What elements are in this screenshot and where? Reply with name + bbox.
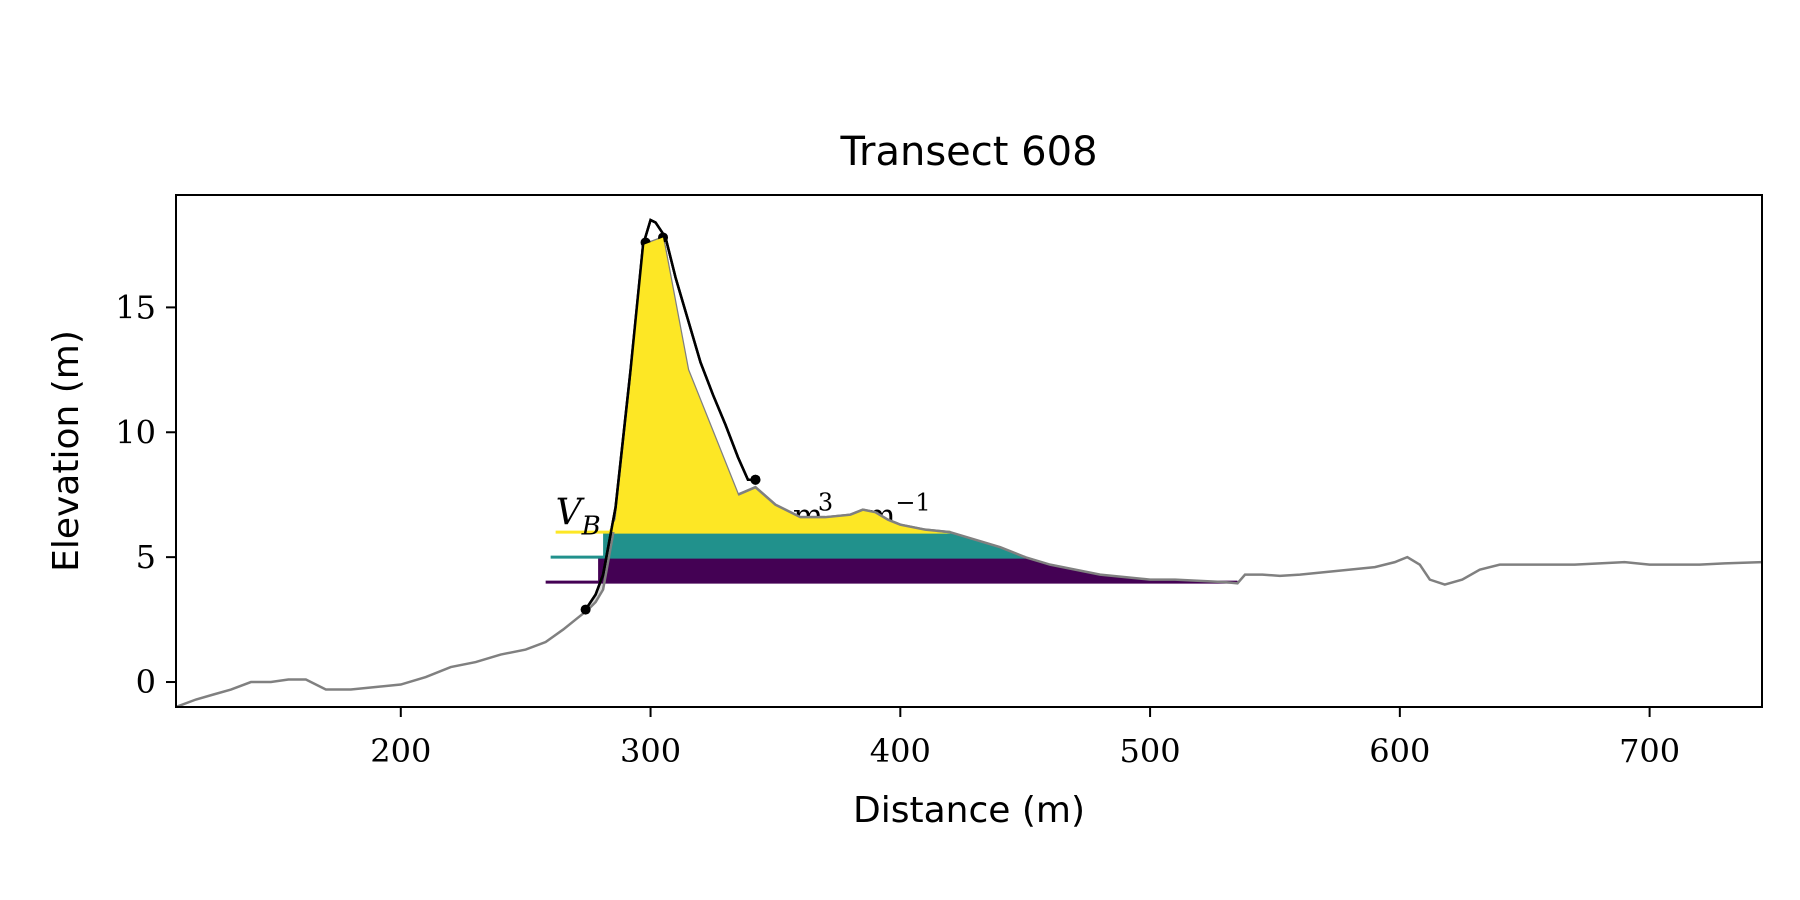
volume-band-3 [598, 557, 1226, 583]
y-tick-label: 5 [136, 538, 156, 576]
y-axis-label: Elevation (m) [46, 330, 87, 572]
x-tick-label: 300 [620, 732, 681, 770]
profile-line-overlay [737, 485, 951, 534]
chart-title: Transect 608 [839, 129, 1097, 175]
annotation-unit-superscript: −1 [895, 489, 930, 517]
y-tick-label: 15 [115, 288, 156, 326]
marker-point-overlay [750, 474, 761, 485]
annotation-superscript: 3 [818, 489, 833, 517]
axes-frame [175, 194, 1763, 708]
y-axis: 0 5 10 15 [115, 288, 176, 701]
volume-band-2 [603, 532, 1026, 558]
volume-band-overlay [608, 237, 951, 533]
x-tick-label: 700 [1619, 732, 1680, 770]
x-tick-label: 200 [370, 732, 431, 770]
y-tick-label: 10 [115, 413, 156, 451]
annotation-subscript: B [581, 512, 601, 542]
x-axis-label: Distance (m) [853, 790, 1085, 831]
plot-content [176, 218, 1762, 707]
x-tick-label: 400 [870, 732, 931, 770]
x-tick-label: 600 [1369, 732, 1430, 770]
plot-area [176, 218, 1762, 707]
dune-profile-overlay [584, 218, 756, 611]
x-axis: 200 300 400 500 600 700 [370, 707, 1680, 770]
x-tick-label: 500 [1120, 732, 1181, 770]
annotation-symbol: V [556, 493, 586, 534]
annotation-layer: VBm3m−1 [556, 218, 951, 611]
y-tick-label: 0 [136, 663, 156, 701]
profile-line [176, 235, 1762, 707]
